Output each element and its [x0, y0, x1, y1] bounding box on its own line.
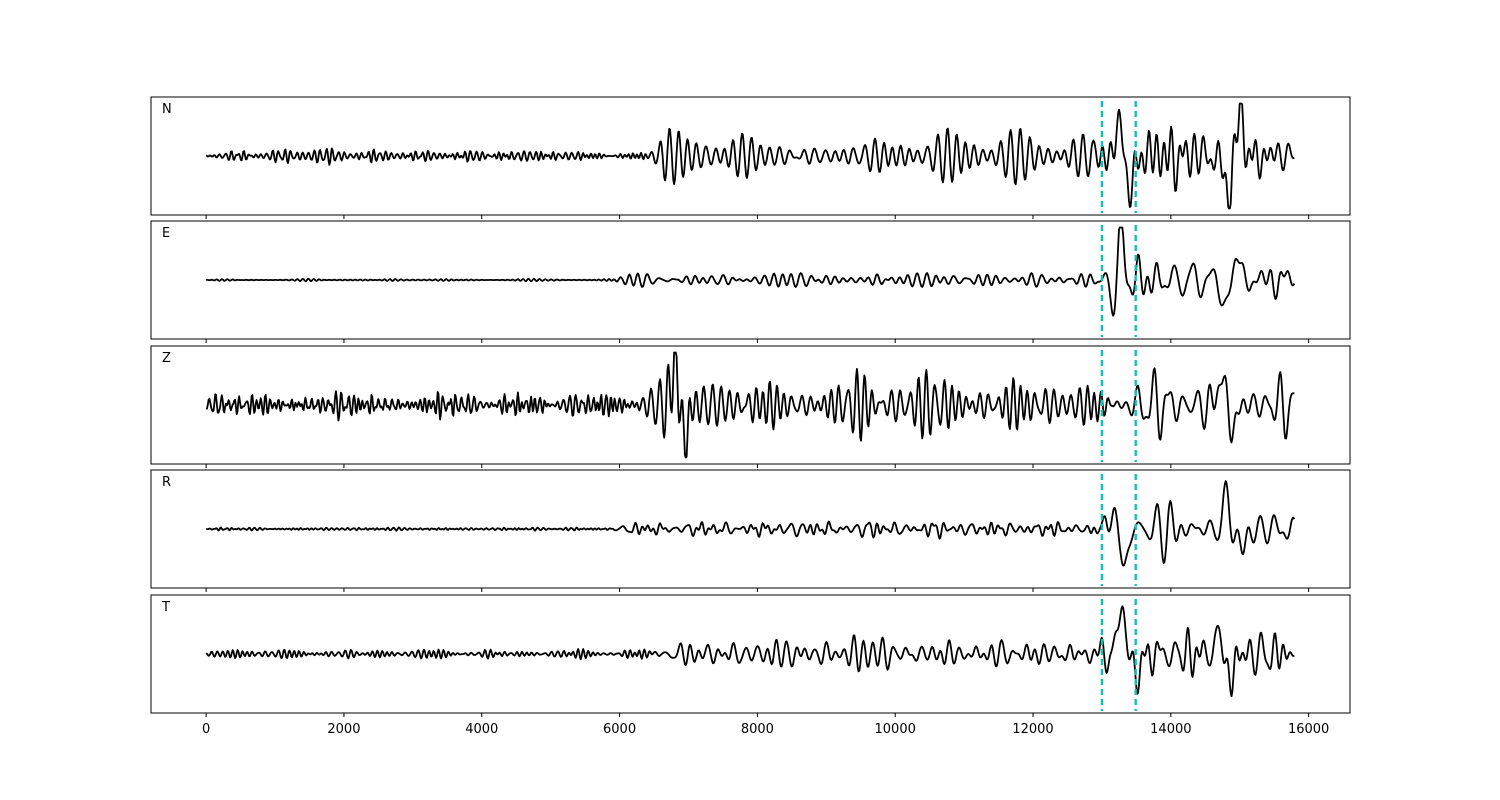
trace-n — [205, 102, 1295, 210]
x-tick-label: 12000 — [1012, 722, 1053, 737]
panel-frame — [150, 345, 1351, 465]
panel-e: E — [150, 220, 1351, 343]
panel-z: Z — [150, 345, 1351, 468]
trace-t — [205, 605, 1295, 698]
x-tick-label: 14000 — [1150, 722, 1191, 737]
x-tick-label: 16000 — [1288, 722, 1329, 737]
panel-label: R — [162, 475, 171, 490]
panel-label: Z — [162, 351, 171, 366]
panel-label: N — [162, 102, 172, 117]
panel-label: T — [161, 600, 170, 615]
panel-frame — [150, 96, 1351, 216]
panel-n: N — [150, 96, 1351, 219]
x-tick-label: 8000 — [741, 722, 774, 737]
x-tick-label: 2000 — [327, 722, 360, 737]
panel-label: E — [162, 226, 170, 241]
trace-r — [206, 480, 1296, 567]
panel-frame — [150, 220, 1351, 340]
x-tick-label: 6000 — [603, 722, 636, 737]
panel-t: T 0 2000 4000 6000 8000 10000 12000 14000 16000 — [150, 594, 1351, 737]
x-tick-label: 10000 — [875, 722, 916, 737]
panel-frame — [150, 469, 1351, 589]
trace-e — [206, 226, 1296, 317]
x-tick-label: 0 — [202, 722, 210, 737]
trace-z — [205, 351, 1295, 459]
x-tick-label: 4000 — [465, 722, 498, 737]
panel-frame — [150, 594, 1351, 714]
panel-r: R — [150, 469, 1351, 592]
